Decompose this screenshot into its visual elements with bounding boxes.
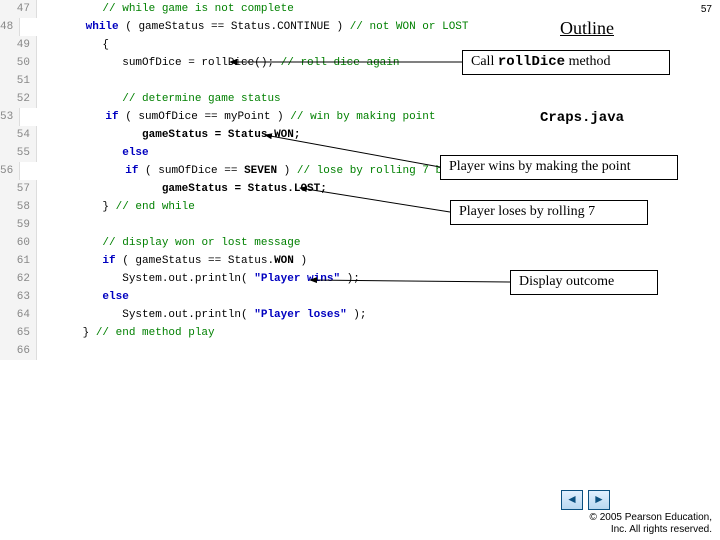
page-number: 57 bbox=[701, 4, 712, 15]
line-number: 49 bbox=[0, 36, 37, 54]
line-number: 54 bbox=[0, 126, 37, 144]
code-line: 66 bbox=[0, 342, 420, 360]
next-button[interactable]: ► bbox=[588, 490, 610, 510]
code-content: gameStatus = Status.WON; bbox=[37, 126, 300, 144]
line-number: 60 bbox=[0, 234, 37, 252]
line-number: 62 bbox=[0, 270, 37, 288]
code-listing: 47 // while game is not complete48 while… bbox=[0, 0, 420, 360]
code-content: else bbox=[37, 144, 149, 162]
code-line: 59 bbox=[0, 216, 420, 234]
code-line: 61 if ( gameStatus == Status.WON ) bbox=[0, 252, 420, 270]
line-number: 64 bbox=[0, 306, 37, 324]
code-line: 63 else bbox=[0, 288, 420, 306]
code-line: 60 // display won or lost message bbox=[0, 234, 420, 252]
copyright: © 2005 Pearson Education, Inc. All right… bbox=[590, 512, 712, 536]
line-number: 50 bbox=[0, 54, 37, 72]
code-content bbox=[37, 342, 43, 360]
nav-buttons: ◄ ► bbox=[559, 490, 610, 510]
code-content: { bbox=[37, 36, 109, 54]
line-number: 59 bbox=[0, 216, 37, 234]
code-content: if ( sumOfDice == myPoint ) // win by ma… bbox=[20, 108, 435, 126]
line-number: 65 bbox=[0, 324, 37, 342]
line-number: 57 bbox=[0, 180, 37, 198]
code-content: System.out.println( "Player wins" ); bbox=[37, 270, 360, 288]
code-content: } // end method play bbox=[37, 324, 215, 342]
code-content: // determine game status bbox=[37, 90, 281, 108]
line-number: 51 bbox=[0, 72, 37, 90]
line-number: 61 bbox=[0, 252, 37, 270]
callout-box: Player wins by making the point bbox=[440, 155, 678, 180]
line-number: 58 bbox=[0, 198, 37, 216]
code-content: // while game is not complete bbox=[37, 0, 294, 18]
line-number: 48 bbox=[0, 18, 20, 36]
prev-button[interactable]: ◄ bbox=[561, 490, 583, 510]
code-content: gameStatus = Status.LOST; bbox=[37, 180, 327, 198]
code-line: 52 // determine game status bbox=[0, 90, 420, 108]
outline-heading: Outline bbox=[560, 18, 614, 39]
code-content: } // end while bbox=[37, 198, 195, 216]
code-line: 50 sumOfDice = rollDice(); // roll dice … bbox=[0, 54, 420, 72]
copyright-line2: Inc. All rights reserved. bbox=[590, 524, 712, 536]
code-content: if ( gameStatus == Status.WON ) bbox=[37, 252, 307, 270]
code-content: // display won or lost message bbox=[37, 234, 300, 252]
code-line: 47 // while game is not complete bbox=[0, 0, 420, 18]
line-number: 53 bbox=[0, 108, 20, 126]
code-line: 55 else bbox=[0, 144, 420, 162]
code-line: 65 } // end method play bbox=[0, 324, 420, 342]
code-line: 54 gameStatus = Status.WON; bbox=[0, 126, 420, 144]
callout-box: Display outcome bbox=[510, 270, 658, 295]
code-line: 64 System.out.println( "Player loses" ); bbox=[0, 306, 420, 324]
code-content bbox=[37, 216, 43, 234]
line-number: 52 bbox=[0, 90, 37, 108]
copyright-line1: © 2005 Pearson Education, bbox=[590, 512, 712, 524]
line-number: 66 bbox=[0, 342, 37, 360]
code-line: 48 while ( gameStatus == Status.CONTINUE… bbox=[0, 18, 420, 36]
code-line: 57 gameStatus = Status.LOST; bbox=[0, 180, 420, 198]
code-line: 51 bbox=[0, 72, 420, 90]
line-number: 55 bbox=[0, 144, 37, 162]
code-line: 58 } // end while bbox=[0, 198, 420, 216]
code-content: sumOfDice = rollDice(); // roll dice aga… bbox=[37, 54, 399, 72]
code-line: 62 System.out.println( "Player wins" ); bbox=[0, 270, 420, 288]
code-content bbox=[37, 72, 43, 90]
callout-box: Call rollDice method bbox=[462, 50, 670, 75]
line-number: 63 bbox=[0, 288, 37, 306]
code-line: 53 if ( sumOfDice == myPoint ) // win by… bbox=[0, 108, 420, 126]
code-line: 49 { bbox=[0, 36, 420, 54]
source-filename: Craps.java bbox=[540, 110, 624, 126]
code-content: else bbox=[37, 288, 129, 306]
callout-box: Player loses by rolling 7 bbox=[450, 200, 648, 225]
line-number: 56 bbox=[0, 162, 20, 180]
code-content: System.out.println( "Player loses" ); bbox=[37, 306, 366, 324]
code-line: 56 if ( sumOfDice == SEVEN ) // lose by … bbox=[0, 162, 420, 180]
line-number: 47 bbox=[0, 0, 37, 18]
code-content: while ( gameStatus == Status.CONTINUE ) … bbox=[20, 18, 468, 36]
